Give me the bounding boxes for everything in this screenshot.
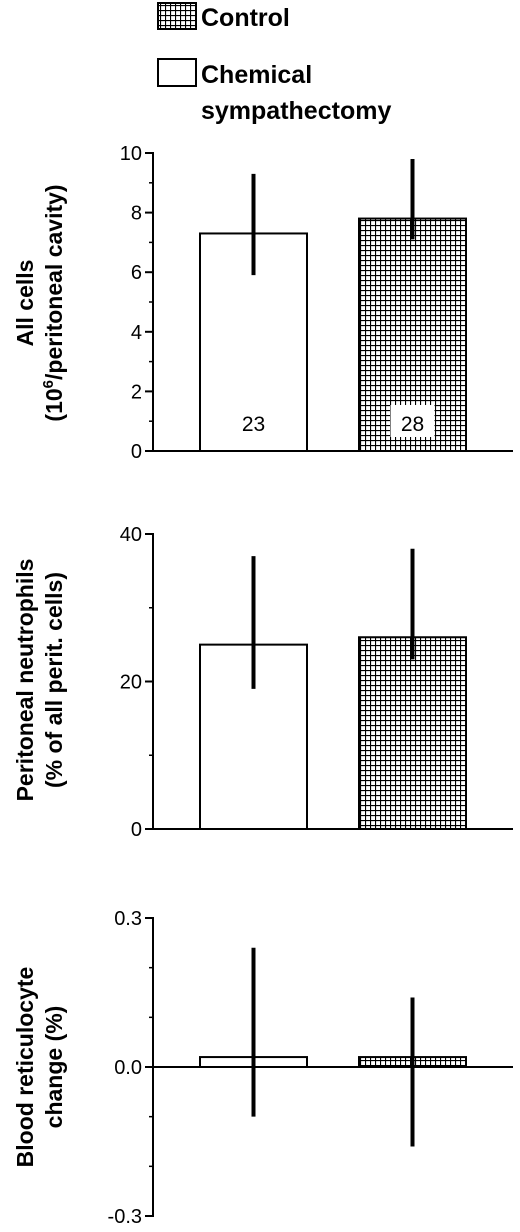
legend-swatch-control [157,2,197,30]
legend: Control Chemical sympathectomy [157,2,391,125]
bar-n-label-chemical-sympathectomy: 23 [242,413,265,436]
tick-label: 8 [131,203,142,225]
panel-reticulocyte: Blood reticulocyte change (%) -0.3 0.0 0.3 [12,908,513,1228]
tick-label: 4 [131,322,142,344]
tick-label: 6 [131,262,142,284]
panel-neutrophils: Peritoneal neutrophils (% of all perit. … [12,524,513,841]
tick-label: 0 [131,819,142,841]
legend-swatch-sympathectomy [157,58,197,87]
tick-label: 20 [120,672,142,694]
ylabel-reticulocyte-units: change (%) [41,1006,67,1129]
legend-label-sympathectomy-line1: Chemical [201,61,312,89]
tick-label: 0.3 [114,908,142,930]
legend-label-control: Control [201,4,290,32]
tick-label: 2 [131,381,142,403]
legend-label-sympathectomy-line2: sympathectomy [201,97,391,125]
tick-label: 10 [120,143,142,165]
ylabel-reticulocyte: Blood reticulocyte [12,967,38,1168]
ylabel-neutrophils: Peritoneal neutrophils [12,559,38,802]
tick-label: -0.3 [108,1206,142,1228]
tick-label: 0 [131,441,142,463]
ylabel-all-cells-units: (106/peritoneal cavity) [40,184,67,421]
ylabel-all-cells: All cells [12,260,38,347]
bar-label-bg [390,405,435,437]
tick-label: 0.0 [114,1057,142,1079]
panel-all-cells: All cells (106/peritoneal cavity) 0 2 4 6 8 1… [12,143,513,463]
bar-control [358,636,467,830]
ylabel-neutrophils-units: (% of all perit. cells) [41,572,67,788]
tick-label: 40 [120,524,142,546]
bar-n-label-control: 28 [401,413,424,436]
